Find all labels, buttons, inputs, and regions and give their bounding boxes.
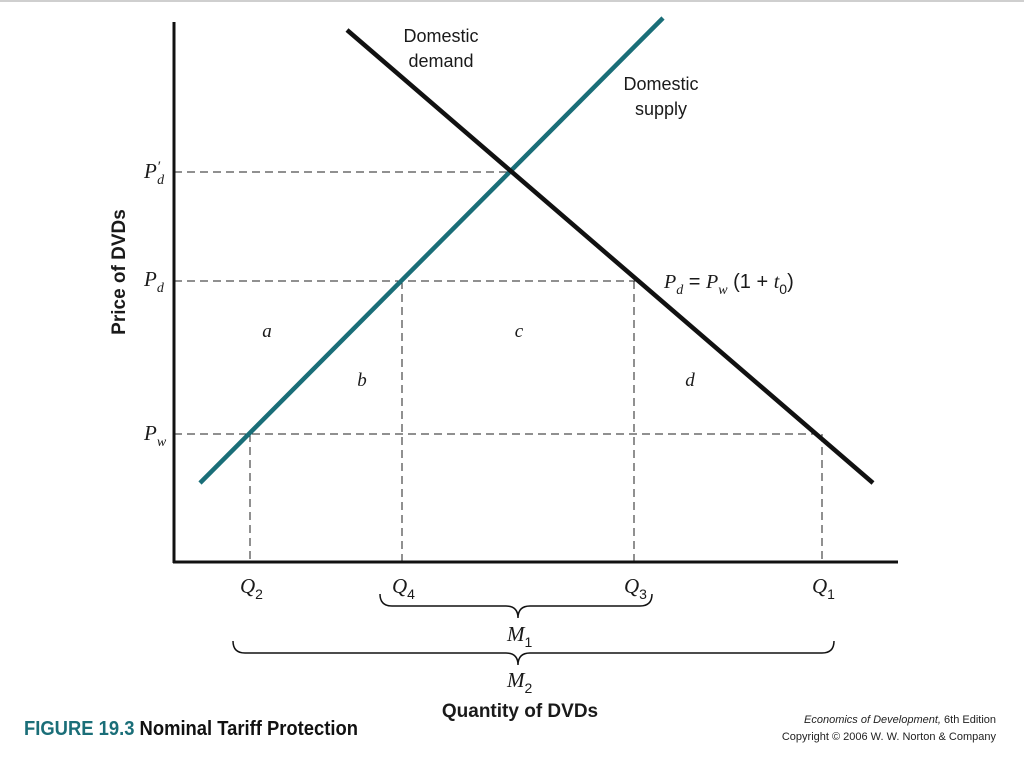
publication-credit: Economics of Development, 6th Edition Co… (782, 712, 996, 746)
pd-label: Pd (143, 267, 165, 296)
figure-number: FIGURE 19.3 (24, 718, 135, 740)
x-axis-title: Quantity of DVDs (442, 701, 598, 722)
q2-label: Q2 (240, 574, 263, 602)
q3-label: Q3 (624, 574, 647, 602)
tariff-equation: Pd = Pw (1 + t0) (663, 271, 794, 298)
m1-label: M1 (506, 622, 533, 650)
credit-edition: 6th Edition (944, 714, 996, 726)
area-c-label: c (515, 321, 524, 342)
credit-copyright: Copyright © 2006 W. W. Norton & Company (781, 731, 996, 743)
credit-book-line: Economics of Development, 6th Edition (782, 712, 996, 729)
m2-brace (232, 640, 835, 666)
pd-prime-label: P′ d (143, 159, 165, 188)
figure-caption: FIGURE 19.3 Nominal Tariff Protection (24, 718, 358, 741)
supply-label-line2: supply (635, 99, 687, 119)
top-rule (0, 0, 1024, 2)
demand-label-line1: Domestic (403, 26, 478, 46)
y-axis-title: Price of DVDs (109, 209, 130, 335)
m1-brace (379, 593, 653, 619)
q4-label: Q4 (392, 574, 415, 602)
area-b-label: b (357, 370, 367, 391)
q1-label: Q1 (812, 574, 835, 602)
domestic-demand-curve (345, 28, 875, 485)
area-a-label: a (262, 321, 272, 342)
demand-label-line2: demand (408, 51, 473, 71)
domestic-supply-curve (198, 16, 665, 485)
supply-label-line1: Domestic (623, 74, 698, 94)
figure-title: Nominal Tariff Protection (139, 718, 358, 740)
m2-label: M2 (506, 668, 533, 696)
credit-book-title: Economics of Development, (804, 714, 941, 726)
pw-label: Pw (143, 421, 167, 450)
area-d-label: d (685, 370, 695, 391)
